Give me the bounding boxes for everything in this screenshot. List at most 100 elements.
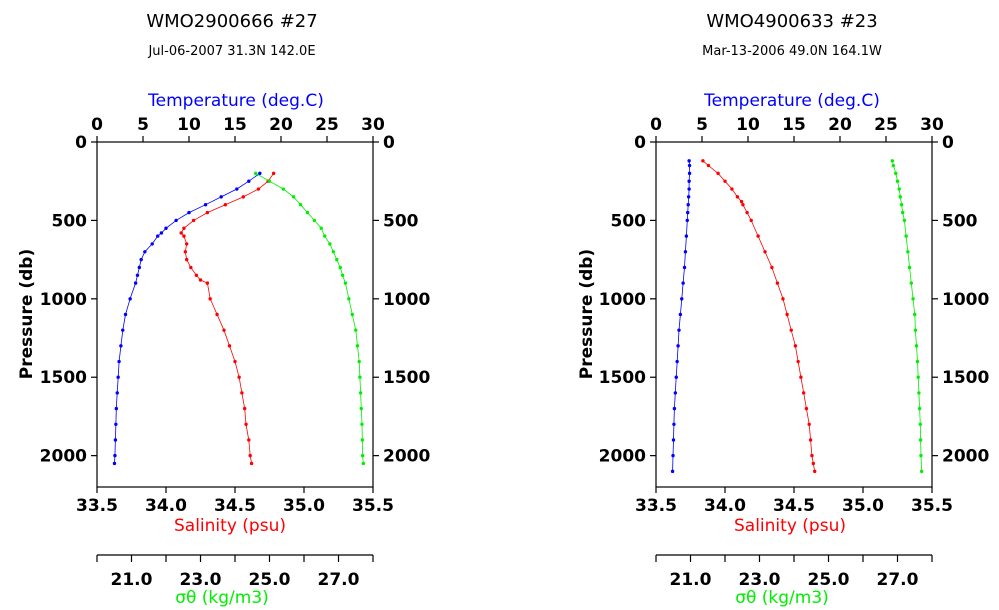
panel-2-salinity-data-point [775, 281, 780, 285]
panel-1-pressure-axis-label: Pressure (db) [17, 249, 37, 379]
panel-1-temperature-data-point [112, 461, 117, 466]
panel-1-temperature-data-point [117, 359, 121, 364]
panel-1-temperature-data-point [203, 203, 208, 207]
panel-2-salinity-tick-label: 35.0 [842, 496, 884, 516]
panel-1-sigma-data-point [281, 187, 285, 191]
panel-1-sigma-data-point [267, 179, 272, 183]
panel-1-temperature-data-point [113, 453, 117, 458]
panel-1-sigma-data-point [254, 171, 258, 176]
panel-2-salinity-data-point [793, 344, 798, 348]
panel-2-pressure-tick-label-left: 1500 [599, 368, 646, 388]
panel-1-temperature-tick-label: 20 [269, 115, 293, 135]
panel-1-temperature-data-point [135, 273, 140, 277]
panel-2-salinity-data-point [756, 234, 760, 238]
panel-2-salinity-data-point [799, 375, 803, 379]
panel-1-sigma-tick-label: 21.0 [111, 570, 153, 590]
panel-1-salinity-data-point [237, 375, 241, 379]
panel-1-salinity-data-point [249, 461, 254, 466]
panel-2-pressure-tick-label-right: 1500 [942, 368, 989, 388]
panel-1-salinity-data-point [247, 438, 251, 442]
panel-2-sigma-data-point [918, 438, 923, 442]
panel-1-salinity-data-point [223, 203, 228, 207]
panel-2-temperature-data-point [671, 453, 675, 458]
panel-2-salinity-data-point [723, 179, 727, 183]
panel-2-salinity-tick-label: 35.5 [911, 496, 953, 516]
panel-2-salinity-data-point [749, 218, 753, 223]
panel-1-sigma-data-point [305, 210, 310, 215]
panel-1-pressure-tick-label-right: 1000 [383, 290, 430, 310]
panel-1-sigma-data-point [340, 273, 345, 277]
panel-1-salinity-data-point [198, 278, 203, 282]
panel-1-salinity-data-point [222, 328, 226, 332]
panel-1-sigma-data-point [291, 195, 296, 199]
panel-2-temperature-tick-label: 0 [650, 115, 662, 135]
panel-2-salinity-data-point [770, 265, 774, 270]
panel-2-temperature-data-point [687, 179, 691, 183]
panel-1-salinity-tick-label: 34.0 [145, 496, 187, 516]
panel-1-temperature-data-point [247, 179, 251, 183]
panel-2-salinity-data-point [730, 187, 734, 191]
panel-2-salinity-data-point [763, 250, 767, 254]
panel-2-sigma-tick-label: 21.0 [670, 570, 712, 590]
panel-2-temperature-data-point [682, 265, 687, 270]
panel-2-sigma-data-point [911, 297, 915, 301]
panel-1-temperature-data-point [137, 265, 142, 270]
panel-1-temperature-data-point [114, 406, 119, 411]
panel-1-sigma-data-point [357, 359, 361, 364]
panel-2-sigma-data-point [894, 171, 898, 176]
panel-2-temperature-axis-label: Temperature (deg.C) [703, 91, 880, 111]
panel-2-sigma-profile-line [891, 160, 922, 472]
panel-2-salinity-data-point [781, 297, 785, 301]
panel-1-pressure-tick-label-left: 1000 [40, 290, 87, 310]
panel-2-temperature-tick-label: 30 [920, 115, 944, 135]
panel-2-sigma-data-point [895, 179, 900, 183]
panel-2-pressure-tick-label-right: 0 [942, 133, 954, 153]
panel-1-salinity-data-point [185, 242, 189, 246]
panel-1-title: WMO2900666 #27 [146, 11, 317, 32]
panel-2-sigma-tick-label: 25.0 [808, 570, 850, 590]
panel-2-sigma-data-point [919, 453, 923, 458]
panel-1-temperature-data-point [119, 344, 123, 348]
panel-1-plot-frame [96, 141, 374, 488]
panel-2-salinity-axis-label: Salinity (psu) [734, 516, 846, 536]
panel-2-plot-frame [655, 141, 933, 488]
panel-1-temperature-tick-label: 0 [91, 115, 103, 135]
panel-2-salinity-tick-label: 34.0 [704, 496, 746, 516]
panel-1-pressure-tick-label-left: 500 [52, 211, 88, 231]
panel-1-temperature-data-point [150, 242, 154, 246]
panel-1-salinity-data-point [227, 344, 232, 348]
panel-2-sigma-data-point [915, 359, 920, 364]
panel-2-temperature-data-point [685, 218, 689, 223]
panel-1-temperature-data-point [139, 257, 143, 262]
panel-2-pressure-tick-label-left: 0 [634, 133, 646, 153]
panel-2-sigma-data-point [890, 159, 895, 163]
panel-1-pressure-tick-label-right: 0 [383, 133, 395, 153]
panel-1-salinity-data-point [241, 195, 245, 199]
panel-1-sigma-data-point [319, 226, 323, 230]
panel-2-salinity-data-point [716, 171, 720, 176]
panel-1-sigma-data-point [323, 234, 327, 238]
panel-1-salinity-axis-label: Salinity (psu) [174, 516, 286, 536]
panel-2-temperature-data-point [687, 187, 691, 191]
panel-1-salinity-tick-label: 34.5 [214, 496, 256, 516]
panel-2-temperature-tick-label: 25 [874, 115, 898, 135]
panel-2-salinity-data-point [735, 195, 740, 199]
panel-1-sigma-data-point [298, 203, 303, 207]
panel-1-sigma-data-point [328, 242, 332, 246]
panel-1-temperature-axis-label: Temperature (deg.C) [147, 91, 324, 111]
panel-2-temperature-data-point [687, 163, 692, 168]
panel-2-temperature-data-point [687, 159, 691, 163]
panel-2-temperature-data-point [677, 328, 681, 332]
panel-1-salinity-tick-label: 33.5 [76, 496, 118, 516]
panel-1-salinity-data-point [183, 250, 188, 254]
panel-1-temperature-data-point [128, 297, 132, 301]
panel-2-pressure-tick-label-left: 500 [611, 211, 647, 231]
panel-2-sigma-data-point [913, 328, 918, 332]
panel-2-sigma-data-point [919, 469, 924, 474]
panel-2-series-layer [670, 159, 924, 474]
panel-1-temperature-data-point [174, 218, 178, 223]
panel-1-salinity-data-point [205, 210, 210, 215]
panel-2-salinity-tick-label: 33.5 [635, 496, 677, 516]
panel-1-temperature-tick-label: 30 [361, 115, 385, 135]
panel-1-salinity-data-point [240, 391, 244, 395]
